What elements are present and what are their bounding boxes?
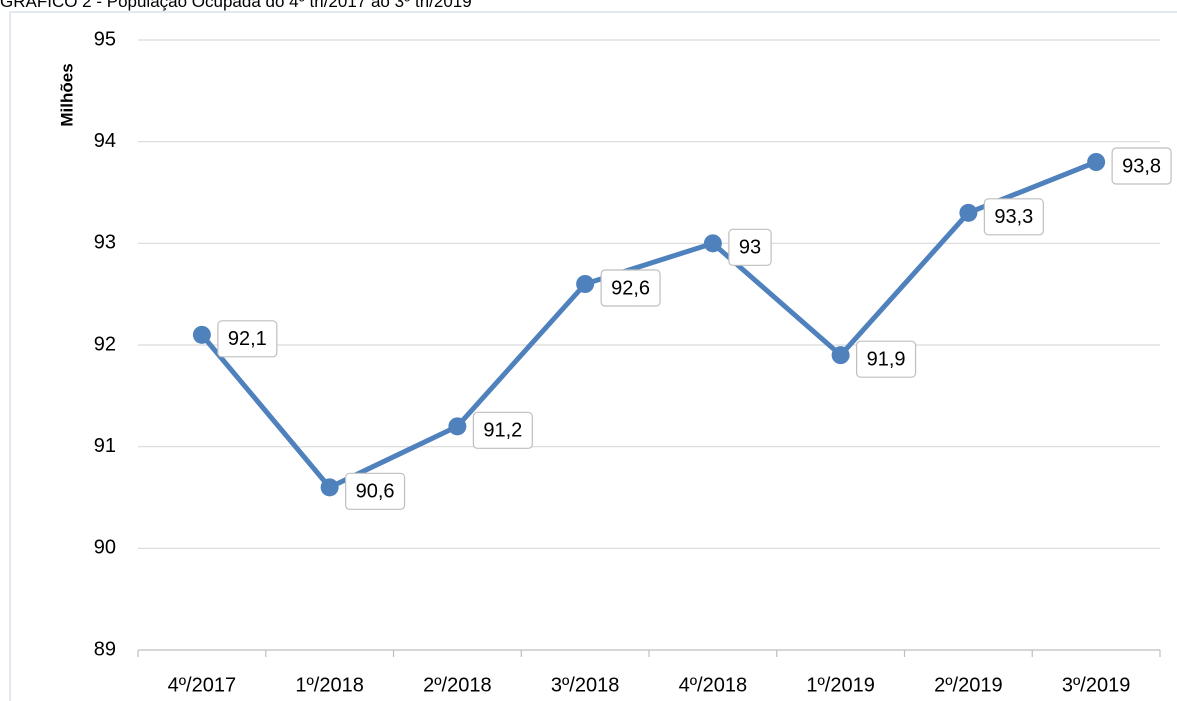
y-axis-label: Milhões	[57, 63, 76, 126]
data-label-box	[472, 411, 533, 449]
marker	[1087, 153, 1106, 171]
data-label: 90,6	[356, 481, 395, 503]
x-tick-label: 2º/2019	[934, 674, 1002, 696]
y-tick-label: 91	[94, 435, 116, 457]
marker	[831, 346, 850, 365]
data-label-box	[856, 340, 917, 378]
y-tick-label: 95	[94, 28, 116, 50]
x-tick-label: 1º/2019	[806, 674, 874, 696]
data-label-box	[983, 198, 1044, 236]
data-label: 93,3	[994, 206, 1033, 228]
x-tick-label: 3º/2019	[1062, 674, 1130, 696]
marker	[448, 417, 467, 436]
data-label: 93,8	[1122, 155, 1161, 177]
y-tick-label: 94	[94, 130, 116, 152]
x-tick-label: 4º/2017	[168, 674, 236, 696]
data-label: 91,2	[483, 420, 522, 442]
data-label-box	[600, 269, 661, 307]
marker	[320, 478, 339, 497]
y-tick-label: 92	[94, 333, 116, 355]
marker	[576, 275, 595, 293]
data-label: 92,1	[228, 328, 267, 350]
x-tick-label: 1º/2018	[295, 674, 363, 696]
data-label: 91,9	[867, 348, 906, 370]
data-label-box	[345, 472, 406, 510]
data-label: 93	[739, 237, 761, 259]
data-label-box	[728, 228, 772, 266]
marker	[959, 203, 978, 222]
data-label-box	[1111, 147, 1172, 185]
marker	[192, 325, 211, 344]
x-tick-label: 3º/2018	[551, 674, 619, 696]
x-tick-label: 2º/2018	[423, 674, 491, 696]
y-tick-label: 93	[94, 232, 116, 254]
y-tick-label: 89	[94, 638, 116, 660]
marker	[703, 234, 722, 253]
y-tick-label: 90	[94, 537, 116, 559]
chart-frame	[9, 11, 1177, 701]
data-label-box	[217, 320, 278, 358]
data-label: 92,6	[611, 277, 650, 299]
x-tick-label: 4º/2018	[679, 674, 747, 696]
chart-title: GRÁFICO 2 - População Ocupada do 4º tri/…	[0, 0, 472, 11]
